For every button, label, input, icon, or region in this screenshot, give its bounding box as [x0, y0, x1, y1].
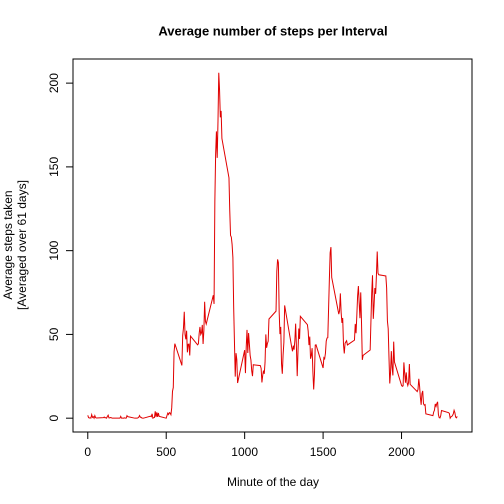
- y-tick-label: 0: [47, 415, 61, 422]
- x-axis-label: Minute of the day: [227, 475, 319, 489]
- x-tick-label: 500: [156, 445, 176, 459]
- x-tick-label: 0: [84, 445, 91, 459]
- y-axis-label: [Averaged over 61 days]: [15, 180, 29, 310]
- y-tick-label: 150: [47, 157, 61, 177]
- x-tick-label: 1000: [231, 445, 258, 459]
- y-tick-label: 100: [47, 240, 61, 260]
- y-tick-label: 50: [47, 327, 61, 341]
- x-tick-label: 2000: [388, 445, 415, 459]
- x-tick-label: 1500: [310, 445, 337, 459]
- data-line: [87, 72, 458, 420]
- y-axis-label: Average steps taken: [1, 190, 15, 299]
- y-tick-label: 200: [47, 73, 61, 93]
- chart-title: Average number of steps per Interval: [158, 23, 387, 38]
